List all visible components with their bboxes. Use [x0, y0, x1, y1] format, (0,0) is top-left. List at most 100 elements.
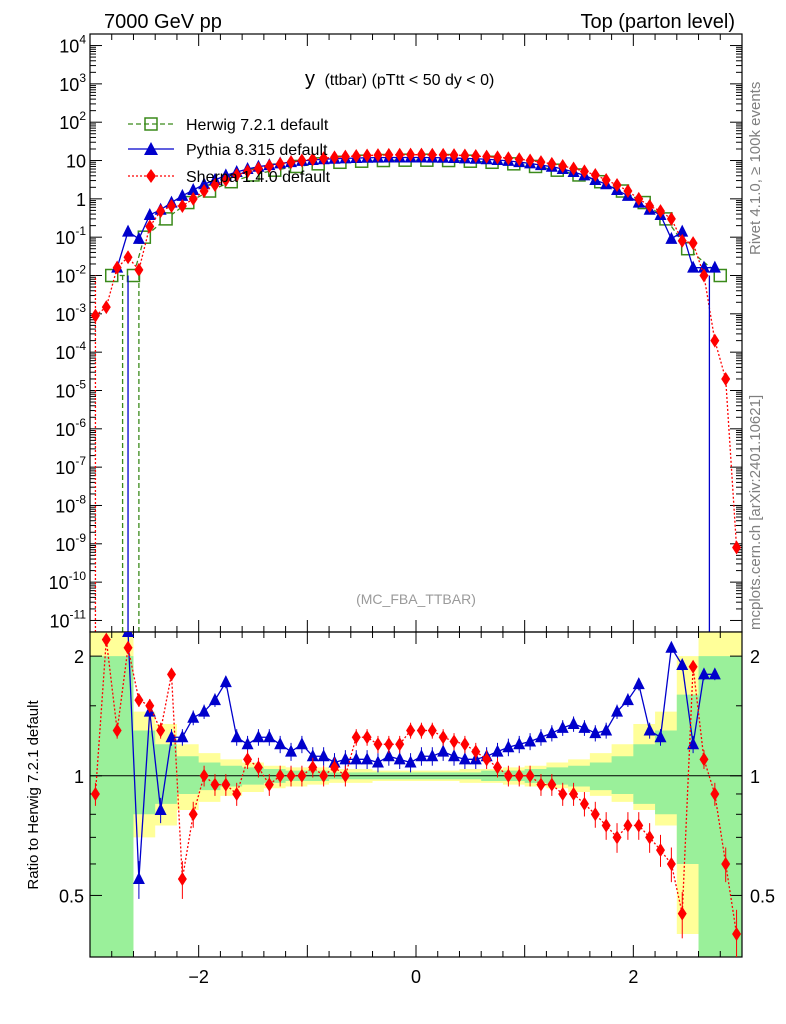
data-point-sherpa [297, 768, 307, 783]
legend-entry-herwig: Herwig 7.2.1 default [128, 117, 329, 134]
data-point-pythia [534, 730, 547, 743]
data-point-sherpa [221, 173, 231, 188]
y-tick-label-base: 10 [55, 535, 75, 555]
y-tick-label-exponent: 2 [79, 109, 86, 123]
data-point-pythia [285, 744, 298, 757]
data-point-pythia [708, 667, 721, 680]
data-point-sherpa [601, 173, 611, 188]
ratio-y-tick-label: 1 [74, 767, 84, 787]
y-tick-label-base: 10 [55, 381, 75, 401]
data-point-sherpa [493, 760, 502, 775]
data-point-pythia [274, 737, 287, 750]
data-point-sherpa [286, 768, 296, 783]
data-point-sherpa [634, 818, 644, 833]
data-point-sherpa [101, 632, 111, 647]
ratio-y-tick-label-right: 1 [750, 767, 760, 787]
y-tick-label-exponent: -2 [75, 263, 86, 277]
data-point-sherpa [460, 148, 470, 163]
y-tick-label-exponent: 3 [79, 71, 86, 85]
data-point-sherpa [243, 164, 253, 179]
data-point-pythia [339, 752, 352, 765]
data-point-sherpa [319, 768, 329, 783]
series-line-sherpa [95, 154, 738, 548]
data-point-pythia [176, 730, 189, 743]
y-tick-label: 10-5 [55, 377, 86, 401]
y-tick-label: 10-9 [55, 531, 86, 555]
ratio-band-yellow [90, 632, 742, 957]
ratio-y-tick-label-right: 2 [750, 647, 760, 667]
data-point-pythia [708, 260, 721, 273]
data-point-sherpa [253, 760, 263, 775]
data-point-sherpa [384, 147, 394, 162]
y-tick-label-base: 10 [55, 458, 75, 478]
data-point-sherpa [536, 777, 546, 792]
data-point-pythia [665, 640, 678, 653]
data-point-pythia [252, 730, 265, 743]
data-point-sherpa [167, 199, 176, 214]
data-point-sherpa [297, 153, 307, 168]
data-point-sherpa [427, 723, 437, 738]
legend-label-herwig: Herwig 7.2.1 default [186, 117, 329, 134]
data-point-sherpa [123, 640, 133, 655]
y-tick-label-exponent: -3 [75, 301, 86, 315]
data-point-sherpa [210, 177, 220, 192]
data-point-sherpa [362, 148, 372, 163]
y-tick-label-base: 10 [66, 152, 86, 172]
edge-drop-lines [94, 275, 711, 632]
data-point-sherpa [275, 768, 285, 783]
y-tick-label-exponent: 4 [79, 33, 86, 47]
data-point-pythia [187, 710, 200, 723]
legend: Herwig 7.2.1 default Pythia 8.315 defaul… [128, 117, 331, 186]
data-point-sherpa [623, 184, 633, 199]
data-point-sherpa [264, 777, 274, 792]
y-tick-label: 103 [59, 71, 86, 95]
data-point-sherpa [710, 786, 720, 801]
data-point-sherpa [308, 152, 318, 167]
data-point-pythia [122, 224, 135, 237]
data-point-pythia [143, 207, 156, 220]
data-point-sherpa [482, 149, 492, 164]
data-point-sherpa [558, 158, 568, 173]
legend-marker-pythia [144, 142, 158, 155]
data-point-pythia [404, 755, 417, 768]
data-point-pythia [524, 734, 537, 747]
y-tick-label-exponent: -9 [75, 531, 86, 545]
data-point-pythia [491, 744, 504, 757]
data-point-sherpa [134, 262, 144, 277]
data-point-sherpa [601, 818, 611, 833]
y-tick-label-exponent: -6 [75, 416, 86, 430]
data-point-sherpa [449, 734, 459, 749]
data-point-pythia [437, 744, 450, 757]
data-point-sherpa [351, 149, 361, 164]
data-point-sherpa [503, 768, 513, 783]
y-tick-label: 104 [59, 33, 86, 57]
data-point-pythia [393, 752, 406, 765]
data-point-pythia [230, 730, 243, 743]
data-point-pythia [198, 177, 211, 190]
data-point-sherpa [319, 151, 329, 166]
data-point-sherpa [482, 752, 492, 767]
data-point-sherpa [579, 164, 589, 179]
y-tick-label-base: 10 [59, 113, 79, 133]
mcplots-label: mcplots.cern.ch [arXiv:2401.10621] [747, 395, 764, 630]
x-tick-label: 0 [411, 967, 421, 987]
data-point-sherpa [612, 830, 622, 845]
data-point-sherpa [188, 807, 198, 822]
data-point-pythia [263, 730, 276, 743]
ratio-y-tick-label: 0.5 [59, 886, 84, 906]
data-point-sherpa [427, 147, 437, 162]
data-point-sherpa [634, 191, 644, 206]
y-tick-label: 10-2 [55, 263, 86, 287]
y-tick-label-exponent: -10 [69, 569, 87, 583]
data-point-sherpa [493, 150, 502, 165]
y-tick-label: 10-4 [55, 339, 86, 363]
legend-marker-sherpa [146, 169, 156, 183]
plot-title: y (ttbar) (pTtt < 50 dy < 0) [305, 68, 494, 90]
data-point-pythia [643, 723, 656, 736]
data-point-sherpa [340, 149, 350, 164]
data-point-pythia [415, 749, 428, 762]
data-point-pythia [176, 188, 189, 201]
data-point-sherpa [188, 191, 198, 206]
